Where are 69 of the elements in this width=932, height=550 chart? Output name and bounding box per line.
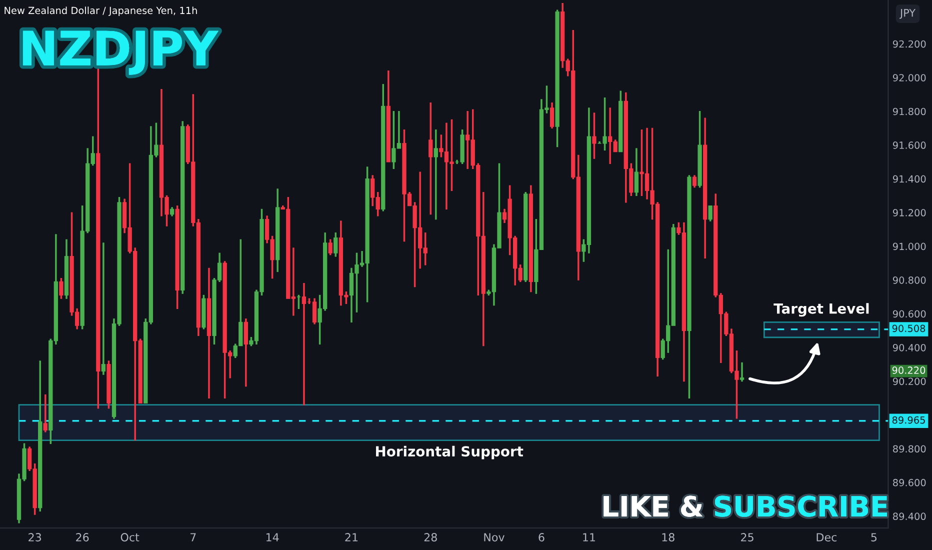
- candlestick: [381, 84, 386, 212]
- band-label: Target Level: [774, 303, 869, 317]
- band-label: Horizontal Support: [376, 446, 524, 460]
- candlestick: [38, 360, 42, 512]
- candlestick: [202, 294, 206, 330]
- candlestick: [740, 362, 744, 382]
- y-tick-label: 92.200: [892, 40, 926, 48]
- x-tick-label: 23: [28, 533, 42, 542]
- candlestick: [708, 205, 712, 222]
- candlestick: [386, 70, 391, 162]
- x-tick-label: Oct: [120, 533, 140, 542]
- y-tick-label: 91.600: [892, 142, 926, 149]
- text: 90.220: [892, 366, 926, 374]
- y-tick-label: 90.600: [892, 310, 926, 318]
- candlestick: [180, 121, 185, 294]
- candlestick: [206, 268, 212, 398]
- annotation: SUBSCRIBE: [714, 496, 887, 517]
- x-tick-label: 28: [424, 533, 437, 542]
- y-tick-label: 91.200: [892, 209, 926, 216]
- candlestick: [555, 10, 560, 148]
- candlestick: [692, 175, 697, 188]
- x-tick-label: Nov: [484, 533, 504, 542]
- candlestick: [64, 239, 69, 299]
- candlestick: [434, 130, 438, 220]
- x-tick-label: 7: [190, 533, 196, 542]
- candlestick: [175, 205, 180, 310]
- y-tick-label: 90.800: [892, 276, 926, 284]
- x-tick-label: 21: [345, 533, 358, 542]
- y-tick-label: 91.800: [892, 108, 926, 116]
- y-tick-label: 90.200: [892, 378, 926, 386]
- y-tick-label: 90.400: [892, 344, 926, 352]
- candlestick: [698, 110, 702, 188]
- y-tick-label: 92.000: [892, 74, 926, 82]
- y-tick-label: 91.000: [892, 242, 926, 250]
- x-tick-label: Dec: [816, 533, 837, 542]
- candlestick: [334, 232, 338, 257]
- y-tick-label: 89.800: [893, 445, 926, 453]
- candlestick: [244, 318, 248, 387]
- x-tick-label: 18: [662, 533, 674, 542]
- text: JPY: [899, 9, 916, 19]
- candlestick: [550, 102, 554, 129]
- x-tick-label: 5: [871, 533, 877, 542]
- x-tick-label: 25: [741, 533, 754, 542]
- x-tick-label: 26: [76, 533, 89, 542]
- y-tick-label: 89.400: [893, 512, 926, 520]
- annotation: LIKE &: [604, 496, 702, 517]
- candlestick: [592, 112, 596, 159]
- ref-line-label: 90.508: [892, 324, 926, 332]
- candlestick: [634, 148, 639, 196]
- candlestick: [106, 360, 111, 409]
- y-tick-label: 91.400: [892, 175, 926, 183]
- x-tick-label: 11: [583, 533, 596, 542]
- text: NZDJPY: [22, 30, 218, 75]
- x-tick-label: 6: [538, 533, 544, 542]
- candlestick: [702, 118, 708, 258]
- text: New Zealand Dollar / Japanese Yen, 11h: [4, 6, 197, 16]
- candlestick: [170, 207, 174, 216]
- candlestick: [687, 175, 692, 398]
- ref-line-label: 89.965: [892, 416, 925, 424]
- candlestick: [528, 185, 534, 292]
- x-tick-label: 14: [266, 533, 279, 542]
- candlestick: [328, 239, 332, 256]
- y-tick-label: 89.600: [893, 478, 926, 486]
- candlestick: [276, 188, 280, 272]
- candlestick: [59, 278, 64, 299]
- candlestick: [524, 192, 528, 282]
- candlestick: [618, 90, 623, 152]
- candlestick: [101, 242, 106, 375]
- candlestick: [43, 394, 48, 432]
